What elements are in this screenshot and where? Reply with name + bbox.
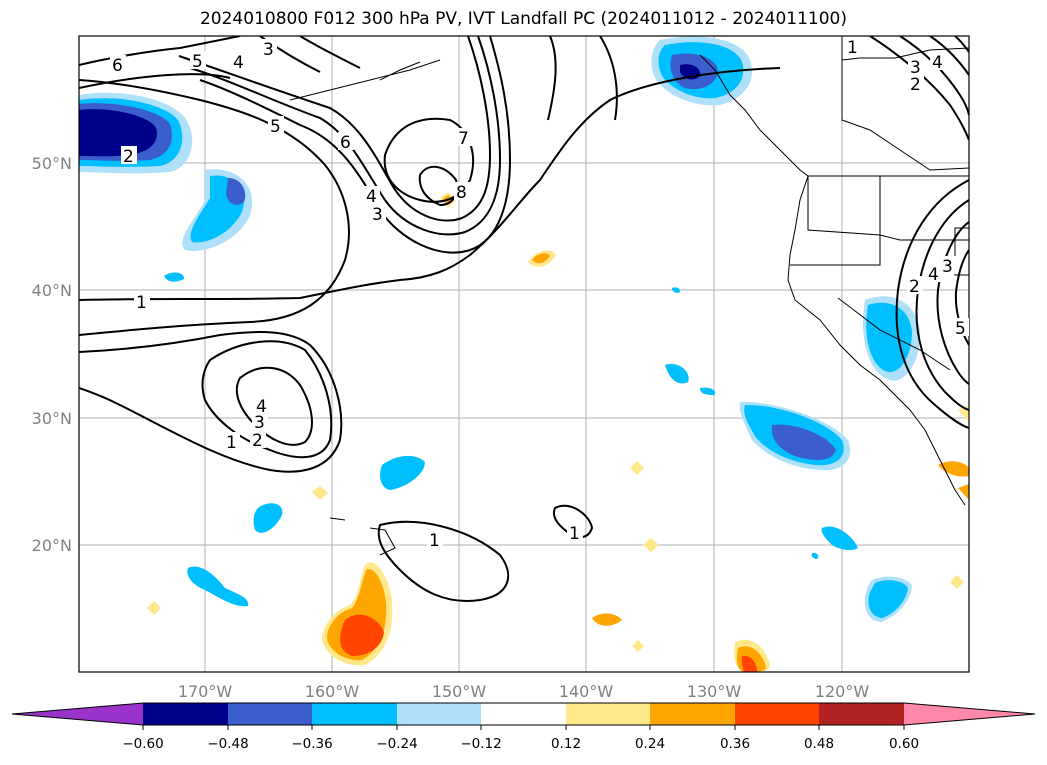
colorbar-tick-label: −0.48: [207, 736, 248, 752]
colorbar-segment: [566, 703, 650, 725]
colorbar-extend-low: [12, 703, 143, 725]
contour-label: 3: [942, 257, 953, 277]
figure-title: 2024010800 F012 300 hPa PV, IVT Landfall…: [199, 9, 847, 29]
contour-label: 3: [372, 205, 383, 225]
lat-label: 20°N: [32, 536, 72, 555]
colorbar-tick-label: 0.12: [551, 736, 581, 752]
map-background: [79, 36, 969, 672]
contour-label: 7: [458, 129, 469, 149]
lon-label: 170°W: [178, 682, 233, 701]
contour-label: 2: [252, 431, 263, 451]
contour-label: 4: [928, 265, 939, 285]
gridlines: [79, 36, 969, 672]
colorbar-tick-label: 0.60: [889, 736, 919, 752]
colorbar-segment: [143, 703, 228, 725]
colorbar-segment: [481, 703, 566, 725]
map-panel: [78, 35, 970, 673]
contour-label: 6: [340, 133, 351, 153]
lon-label: 150°W: [432, 682, 487, 701]
contour-label: 2: [910, 75, 921, 95]
colorbar-tick-label: 0.36: [720, 736, 750, 752]
latitude-labels: 50°N 40°N 30°N 20°N: [32, 154, 72, 555]
colorbar-tick-label: −0.24: [376, 736, 417, 752]
negative-pc-shading: [79, 36, 921, 622]
contour-label: 1: [136, 293, 147, 313]
colorbar-tick-label: 0.24: [635, 736, 665, 752]
contour-label: 3: [263, 40, 274, 60]
colorbar-segment: [650, 703, 735, 725]
colorbar-segment: [819, 703, 904, 725]
lat-label: 40°N: [32, 281, 72, 300]
pv-contours: [79, 36, 969, 602]
lat-label: 50°N: [32, 154, 72, 173]
longitude-labels: 170°W 160°W 150°W 140°W 130°W 120°W: [178, 682, 870, 701]
colorbar-tick-marks: [142, 725, 905, 730]
lon-label: 120°W: [815, 682, 870, 701]
colorbar-extend-high: [904, 703, 1035, 725]
lat-label: 30°N: [32, 409, 72, 428]
contour-label: 1: [226, 433, 237, 453]
contour-label: 4: [366, 187, 377, 207]
contour-label: 5: [955, 319, 966, 339]
colorbar-tick-label: −0.60: [122, 736, 163, 752]
contour-label: 2: [123, 147, 134, 167]
contour-label: 3: [910, 58, 921, 78]
colorbar-segment: [735, 703, 819, 725]
lon-label: 130°W: [687, 682, 742, 701]
colorbar-tick-label: −0.36: [291, 736, 332, 752]
contour-label: 3: [254, 413, 265, 433]
contour-label: 1: [847, 38, 858, 58]
colorbar-tick-label: −0.12: [460, 736, 501, 752]
lon-label: 160°W: [305, 682, 360, 701]
contour-label: 8: [456, 183, 467, 203]
contour-label: 1: [569, 524, 580, 544]
contour-label: 1: [429, 531, 440, 551]
colorbar-segment: [397, 703, 481, 725]
contour-label: 2: [909, 277, 920, 297]
contour-label: 4: [233, 53, 244, 73]
colorbar-segment: [228, 703, 312, 725]
colorbar: −0.60 −0.48 −0.36 −0.24 −0.12 0.12 0.24 …: [11, 702, 1036, 752]
lon-label: 140°W: [559, 682, 614, 701]
contour-label: 4: [256, 397, 267, 417]
contour-label: 5: [192, 52, 203, 72]
colorbar-segment: [312, 703, 397, 725]
contour-label: 6: [112, 56, 123, 76]
coastlines: [289, 36, 969, 556]
positive-pc-shading: [147, 192, 969, 672]
map-frame: [78, 35, 970, 673]
contour-labels: 1 1 1 1 2 2 2 3 3 3 3 4 4 4 4 5 5 6 6: [110, 37, 969, 551]
contour-label: 5: [270, 117, 281, 137]
contour-label: 4: [932, 53, 943, 73]
colorbar-tick-label: 0.48: [804, 736, 834, 752]
